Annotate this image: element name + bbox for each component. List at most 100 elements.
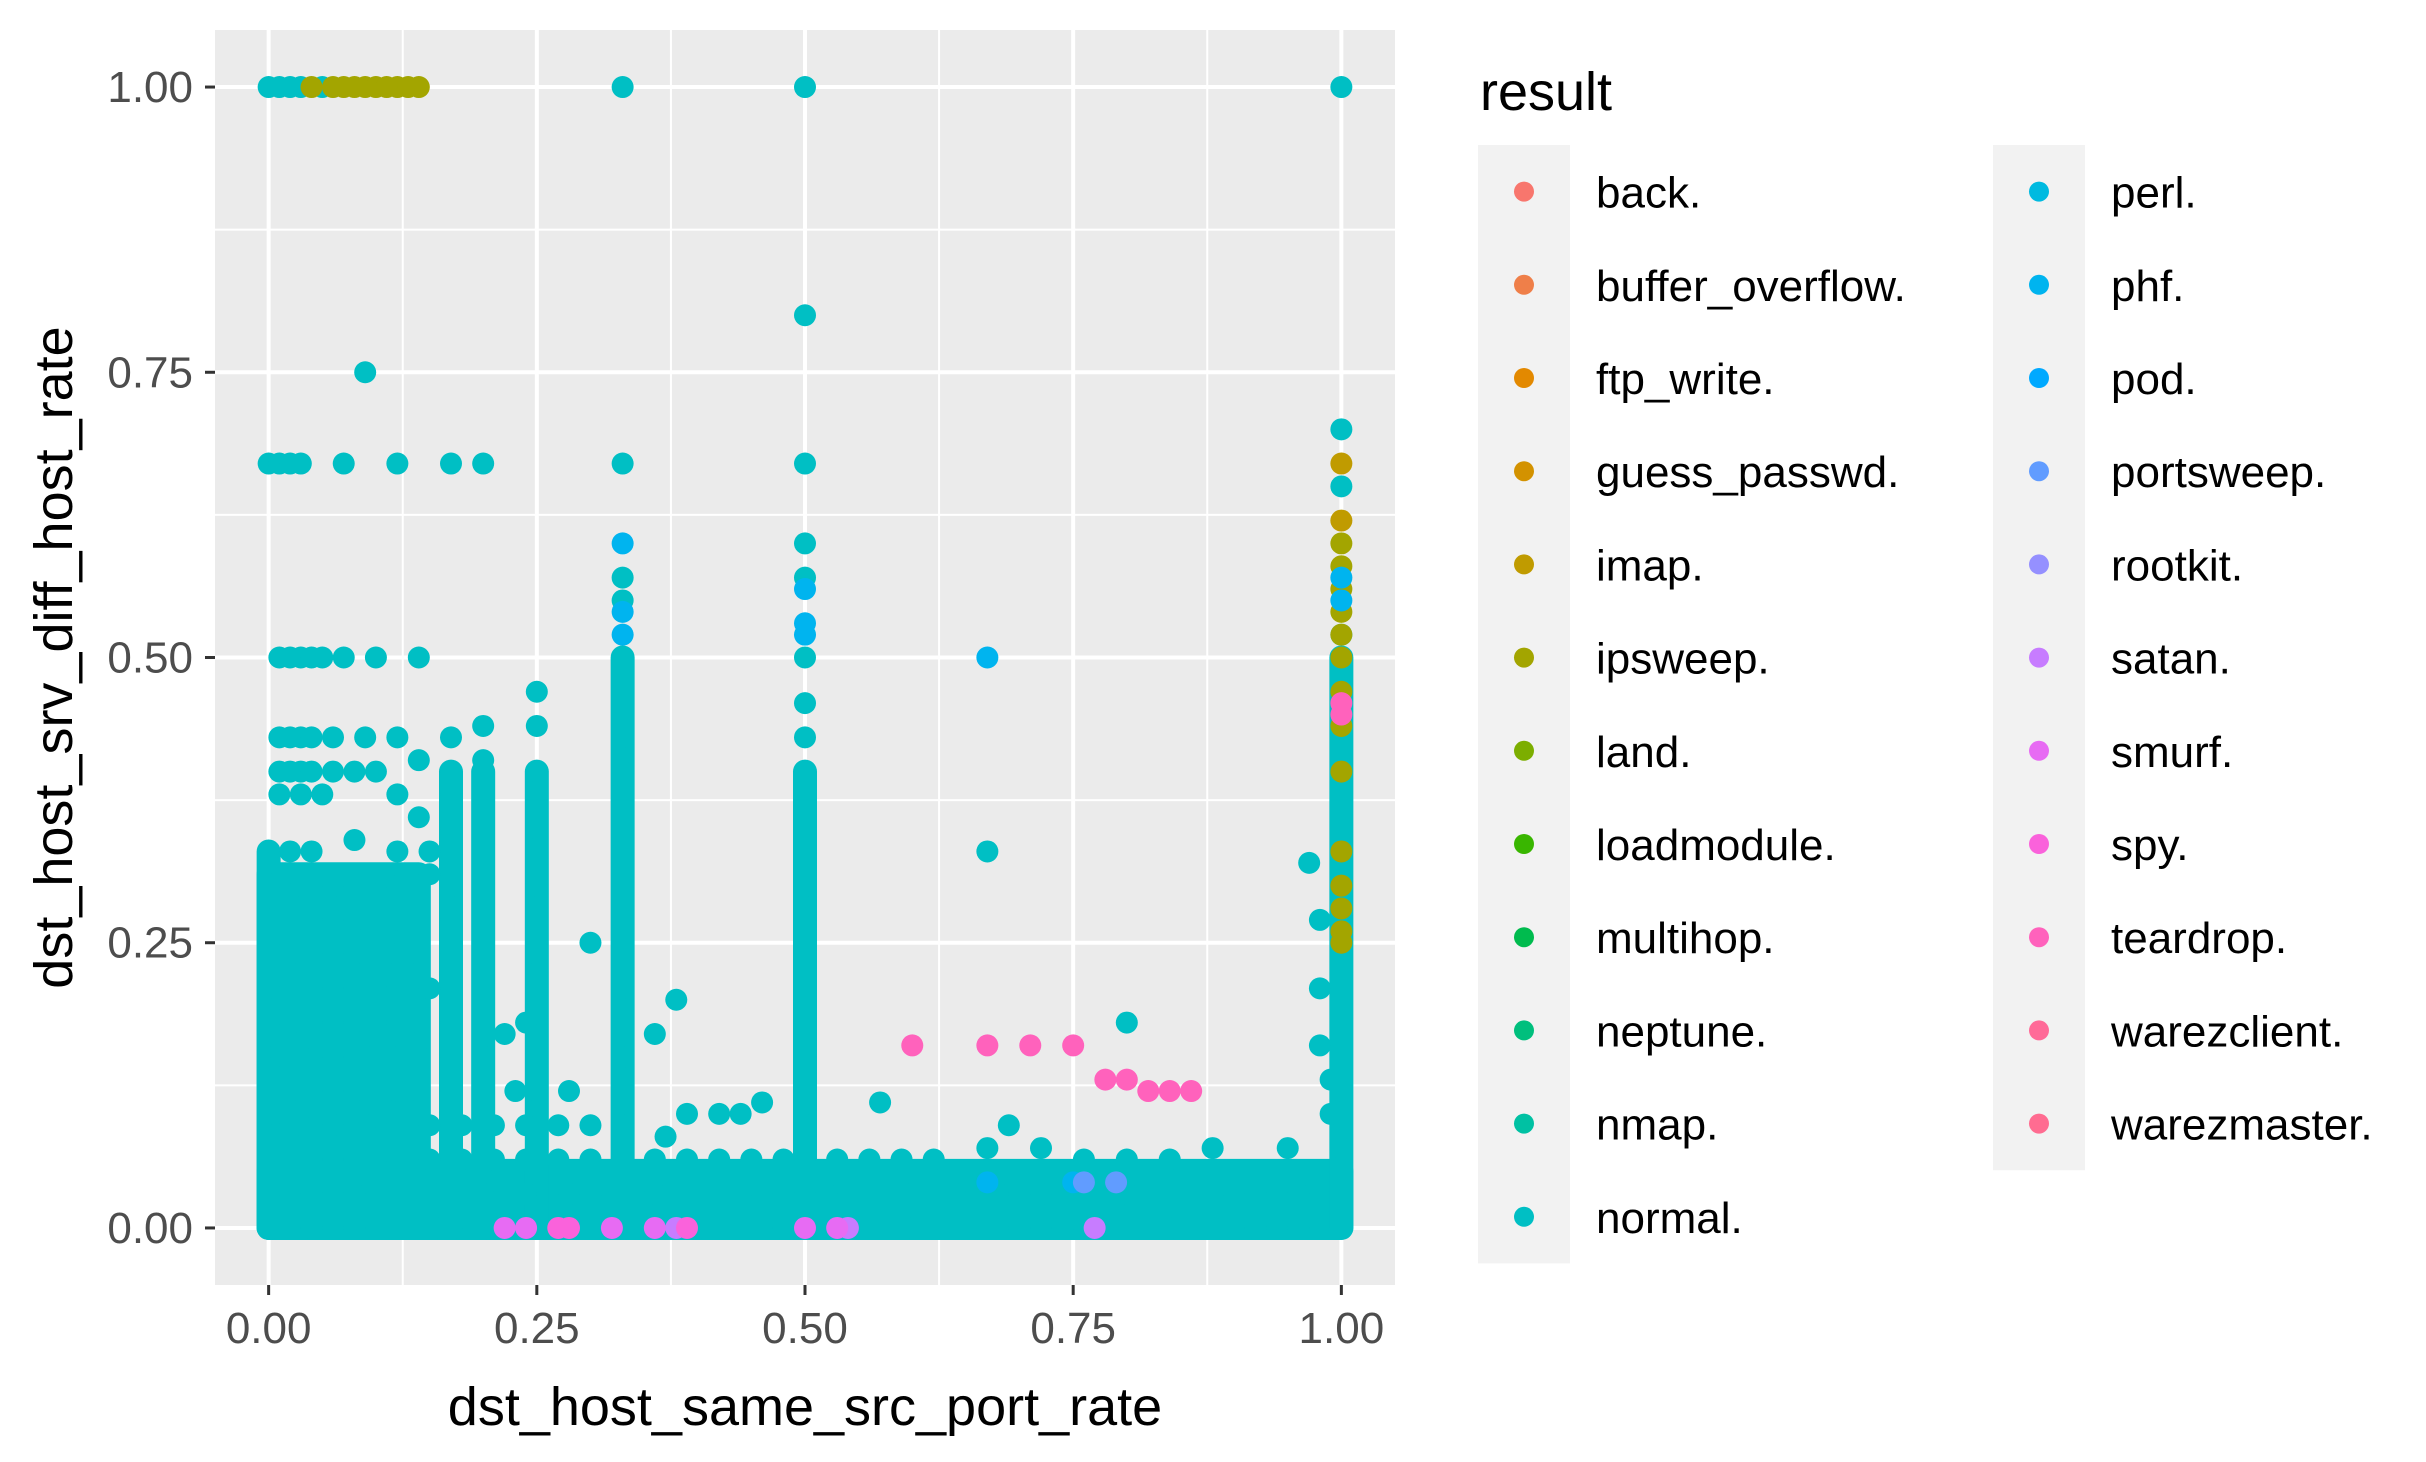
legend-label: satan. xyxy=(2111,635,2231,684)
data-point xyxy=(772,1216,795,1239)
data-point xyxy=(386,1080,409,1103)
legend-label: perl. xyxy=(2111,169,2197,218)
data-point xyxy=(826,1148,849,1171)
data-point xyxy=(826,1216,849,1239)
y-tick-label: 1.00 xyxy=(107,63,193,112)
data-point xyxy=(1330,794,1353,817)
data-point xyxy=(525,874,548,897)
legend-label: neptune. xyxy=(1596,1007,1767,1056)
data-point xyxy=(794,623,816,646)
data-point xyxy=(472,714,495,737)
data-point xyxy=(472,783,495,806)
data-point xyxy=(643,1182,666,1205)
data-point xyxy=(322,943,344,966)
data-point xyxy=(257,1000,280,1023)
data-point xyxy=(386,452,409,475)
data-point xyxy=(386,1216,409,1239)
data-point xyxy=(611,817,634,840)
data-point xyxy=(1083,1216,1106,1239)
data-point xyxy=(440,726,462,749)
data-point xyxy=(794,1148,816,1171)
data-point xyxy=(611,1080,634,1103)
data-point xyxy=(493,1216,516,1239)
data-point xyxy=(279,840,302,863)
legend-label: nmap. xyxy=(1596,1101,1718,1150)
data-point xyxy=(1115,1068,1138,1091)
data-point xyxy=(1330,532,1353,555)
data-point xyxy=(332,452,355,475)
data-point xyxy=(1330,76,1353,99)
data-point xyxy=(386,1182,409,1205)
data-point xyxy=(558,1216,580,1239)
data-point xyxy=(300,840,323,863)
data-point xyxy=(440,874,462,897)
data-point xyxy=(354,908,377,931)
data-point xyxy=(407,806,430,829)
legend-label: guess_passwd. xyxy=(1596,448,1899,497)
legend-label: warezclient. xyxy=(2110,1007,2343,1056)
data-point xyxy=(289,1114,312,1137)
data-point xyxy=(525,840,548,863)
legend-label: pod. xyxy=(2111,355,2197,404)
data-point xyxy=(1330,931,1353,954)
data-point xyxy=(611,646,634,669)
data-point xyxy=(300,760,323,783)
data-point xyxy=(440,452,462,475)
data-point xyxy=(354,977,377,1000)
data-point xyxy=(472,897,495,920)
data-point xyxy=(289,943,312,966)
data-point xyxy=(440,760,462,783)
legend-label: back. xyxy=(1596,169,1701,218)
data-point xyxy=(794,304,816,327)
legend-key-spy xyxy=(2029,834,2049,854)
data-point xyxy=(794,726,816,749)
data-point xyxy=(525,817,548,840)
legend-key-portsweep xyxy=(2029,461,2049,482)
data-point xyxy=(579,1148,602,1171)
data-point xyxy=(322,1080,344,1103)
data-point xyxy=(354,1045,377,1068)
data-point xyxy=(418,1114,441,1137)
data-point xyxy=(311,646,334,669)
data-point xyxy=(322,1114,344,1137)
data-point xyxy=(1158,1080,1181,1103)
data-point xyxy=(386,874,409,897)
legend-key-warezclient xyxy=(2029,1020,2049,1041)
data-point xyxy=(1330,874,1353,897)
data-point xyxy=(794,1045,816,1068)
data-point xyxy=(322,1011,344,1034)
y-tick-label: 0.75 xyxy=(107,348,193,397)
legend-key-imap xyxy=(1514,554,1534,575)
data-point xyxy=(322,908,344,931)
data-point xyxy=(407,646,430,669)
data-point xyxy=(1105,1171,1128,1194)
data-point xyxy=(472,749,495,772)
data-point xyxy=(1330,840,1353,863)
legend-key-normal xyxy=(1514,1206,1534,1227)
data-point xyxy=(1298,851,1321,874)
data-point xyxy=(611,600,634,623)
data-point xyxy=(354,1114,377,1137)
data-point xyxy=(611,1148,634,1171)
legend-key-guess-passwd xyxy=(1514,461,1534,482)
data-point xyxy=(482,1148,505,1171)
legend-key-ipsweep xyxy=(1514,647,1534,668)
data-point xyxy=(1330,1023,1353,1045)
legend-key-multihop xyxy=(1514,927,1534,948)
data-point xyxy=(1276,1137,1299,1160)
data-point xyxy=(1330,1216,1353,1239)
data-point xyxy=(794,532,816,555)
data-point xyxy=(1330,646,1353,669)
legend-label: multihop. xyxy=(1596,914,1775,963)
legend-key-pod xyxy=(2029,368,2049,388)
data-point xyxy=(1330,475,1353,498)
data-point xyxy=(1330,1137,1353,1160)
legend-key-nmap xyxy=(1514,1113,1534,1134)
data-point xyxy=(600,1182,623,1205)
data-point xyxy=(515,1148,538,1171)
data-point xyxy=(289,452,312,475)
legend-label: land. xyxy=(1596,728,1691,777)
data-point xyxy=(611,783,634,806)
data-point xyxy=(289,1148,312,1171)
data-point xyxy=(1319,1102,1342,1125)
